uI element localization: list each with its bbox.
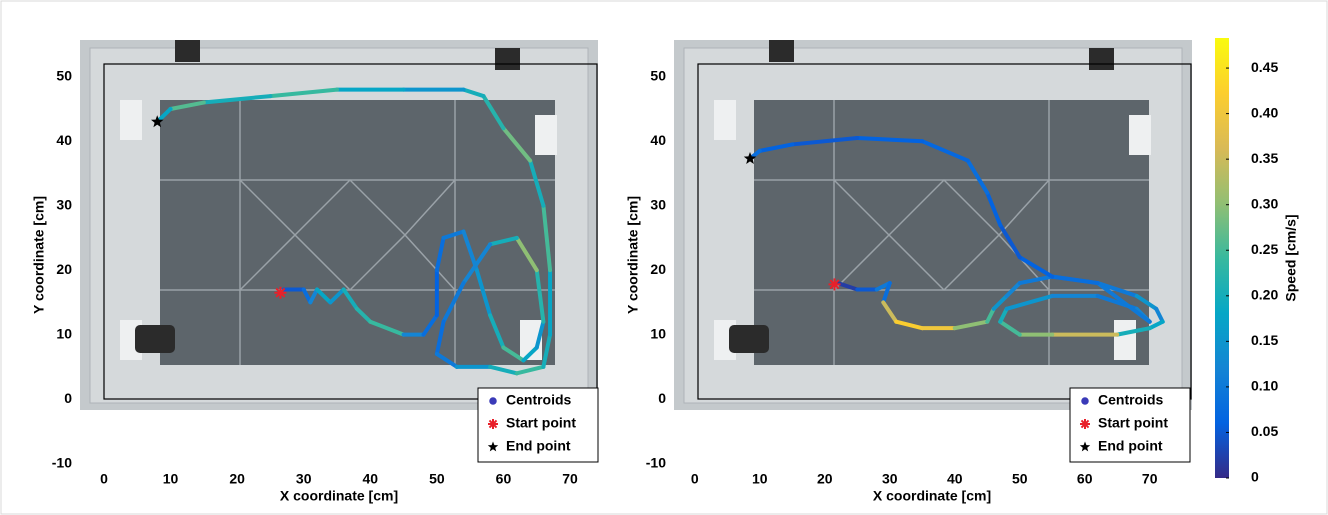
y-tick-label: 0: [658, 390, 666, 406]
x-tick-label: 50: [429, 471, 445, 487]
x-axis-label: X coordinate [cm]: [280, 488, 398, 504]
y-tick-label: 50: [650, 67, 666, 83]
y-tick-label: -10: [52, 454, 72, 470]
x-tick-label: 10: [752, 471, 768, 487]
x-axis-label: X coordinate [cm]: [873, 488, 991, 504]
colorbar-tick-label: 0.35: [1251, 150, 1278, 166]
colorbar-tick-label: 0: [1251, 469, 1259, 485]
y-tick-label: 40: [56, 132, 72, 148]
colorbar-tick-label: 0.10: [1251, 378, 1278, 394]
x-tick-label: 60: [1077, 471, 1093, 487]
centroid-marker: [1081, 397, 1089, 405]
colorbar-tick-label: 0.30: [1251, 195, 1278, 211]
y-tick-label: 0: [64, 390, 72, 406]
arena-photo: [674, 40, 1192, 410]
x-tick-label: 70: [1142, 471, 1158, 487]
y-tick-label: 30: [650, 196, 666, 212]
x-tick-label: 10: [163, 471, 179, 487]
colorbar: [1215, 38, 1229, 478]
y-tick-label: 10: [650, 325, 666, 341]
centroid-marker: [489, 397, 497, 405]
colorbar-tick-label: 0.45: [1251, 59, 1278, 75]
y-axis-label: Y coordinate [cm]: [31, 196, 47, 314]
arena-photo: [80, 40, 598, 410]
y-tick-label: 40: [650, 132, 666, 148]
x-tick-label: 60: [496, 471, 512, 487]
x-tick-label: 50: [1012, 471, 1028, 487]
y-tick-label: 20: [56, 261, 72, 277]
colorbar-tick-label: 0.15: [1251, 332, 1278, 348]
colorbar-tick-label: 0.40: [1251, 104, 1278, 120]
start-marker: [829, 278, 841, 290]
y-tick-label: -10: [646, 454, 666, 470]
y-tick-label: 10: [56, 325, 72, 341]
colorbar-tick-label: 0.05: [1251, 423, 1278, 439]
colorbar-label: Speed [cm/s]: [1283, 214, 1299, 301]
x-tick-label: 30: [296, 471, 312, 487]
x-tick-label: 20: [817, 471, 833, 487]
x-tick-label: 30: [882, 471, 898, 487]
legend-label: Centroids: [506, 392, 572, 408]
y-tick-label: 50: [56, 67, 72, 83]
start-marker: [274, 287, 286, 299]
x-tick-label: 70: [562, 471, 578, 487]
legend-label: Start point: [1098, 415, 1168, 431]
y-tick-label: 20: [650, 261, 666, 277]
x-tick-label: 0: [691, 471, 699, 487]
x-tick-label: 0: [100, 471, 108, 487]
x-tick-label: 20: [229, 471, 245, 487]
legend-label: End point: [506, 438, 571, 454]
colorbar-tick-label: 0.20: [1251, 287, 1278, 303]
figure: 0 10 20 30 40 50 60 70 -10 0 10 20 30 40 50 X coordinat…: [0, 0, 1328, 515]
x-tick-label: 40: [363, 471, 379, 487]
x-tick-label: 40: [947, 471, 963, 487]
legend-label: End point: [1098, 438, 1163, 454]
y-axis-label: Y coordinate [cm]: [625, 196, 641, 314]
start-marker: [488, 419, 498, 429]
legend-label: Centroids: [1098, 392, 1164, 408]
start-marker: [1080, 419, 1090, 429]
y-tick-label: 30: [56, 196, 72, 212]
legend-label: Start point: [506, 415, 576, 431]
colorbar-tick-label: 0.25: [1251, 241, 1278, 257]
